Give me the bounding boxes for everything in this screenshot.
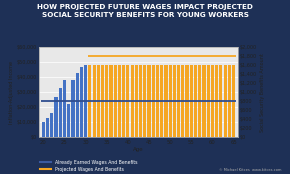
Text: © Michael Kitces  www.kitces.com: © Michael Kitces www.kitces.com	[219, 168, 281, 172]
X-axis label: Age: Age	[133, 147, 144, 152]
Bar	[122, 65, 125, 137]
Bar	[63, 80, 66, 137]
Bar	[168, 65, 172, 137]
Bar	[130, 65, 134, 137]
Bar	[139, 65, 142, 137]
Bar	[135, 65, 138, 137]
Bar	[105, 65, 108, 137]
Bar	[198, 65, 201, 137]
Bar	[97, 65, 100, 137]
Bar	[101, 65, 104, 137]
Bar	[186, 65, 189, 137]
Bar	[76, 73, 79, 137]
Bar	[50, 113, 53, 137]
Y-axis label: Social Security Benefits Amount: Social Security Benefits Amount	[260, 53, 265, 132]
Bar	[232, 65, 235, 137]
Bar	[80, 67, 83, 137]
Bar	[207, 65, 210, 137]
Bar	[202, 65, 206, 137]
Bar	[194, 65, 197, 137]
Bar	[126, 65, 130, 137]
Bar	[55, 97, 58, 137]
Bar	[59, 88, 62, 137]
Bar	[160, 65, 163, 137]
Bar	[118, 65, 121, 137]
Legend: Already Earned Wages And Benefits, Projected Wages And Benefits: Already Earned Wages And Benefits, Proje…	[40, 160, 138, 172]
Bar	[71, 80, 75, 137]
Bar	[173, 65, 176, 137]
Bar	[211, 65, 214, 137]
Bar	[67, 104, 70, 137]
Bar	[114, 65, 117, 137]
Bar	[143, 65, 146, 137]
Bar	[156, 65, 159, 137]
Bar	[152, 65, 155, 137]
Bar	[147, 65, 151, 137]
Bar	[228, 65, 231, 137]
Bar	[164, 65, 168, 137]
Bar	[215, 65, 218, 137]
Bar	[190, 65, 193, 137]
Bar	[181, 65, 184, 137]
Bar	[46, 118, 49, 137]
Bar	[42, 122, 45, 137]
Bar	[219, 65, 222, 137]
Y-axis label: Inflation-Adjusted Income: Inflation-Adjusted Income	[9, 61, 14, 124]
Bar	[109, 65, 113, 137]
Bar	[84, 65, 87, 137]
Text: HOW PROJECTED FUTURE WAGES IMPACT PROJECTED
SOCIAL SECURITY BENEFITS FOR YOUNG W: HOW PROJECTED FUTURE WAGES IMPACT PROJEC…	[37, 4, 253, 18]
Bar	[224, 65, 227, 137]
Bar	[93, 65, 96, 137]
Bar	[88, 65, 91, 137]
Bar	[177, 65, 180, 137]
